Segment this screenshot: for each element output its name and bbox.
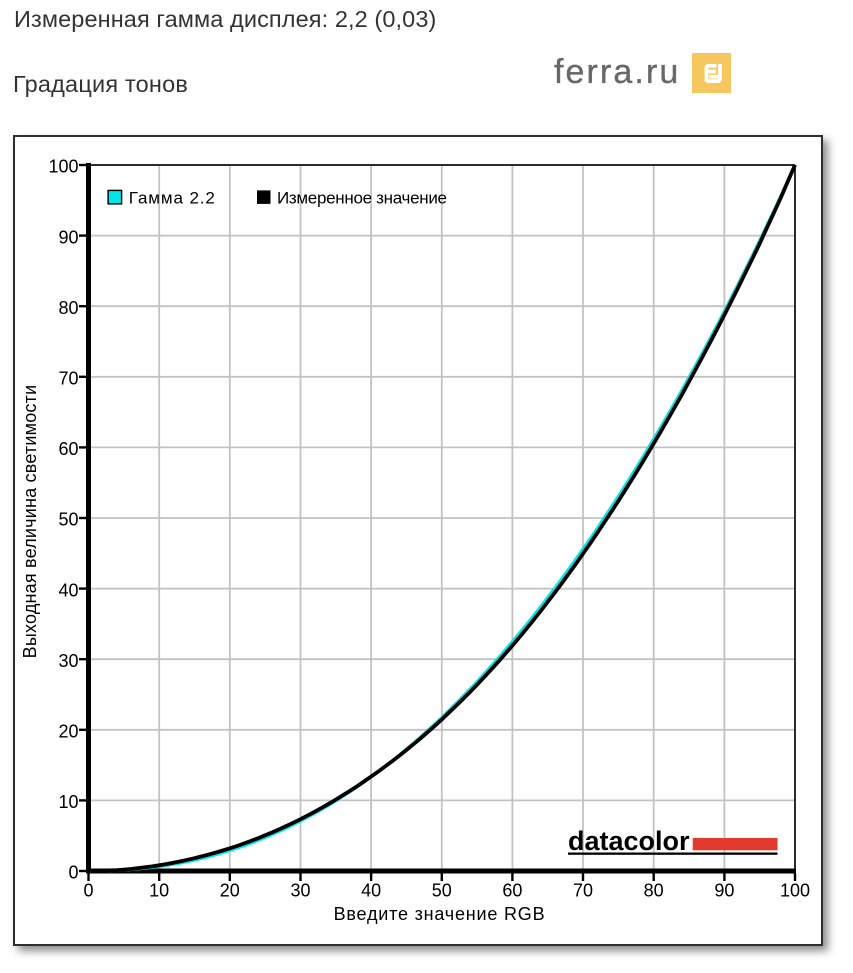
svg-text:30: 30	[58, 651, 78, 671]
svg-text:60: 60	[58, 439, 78, 459]
svg-text:50: 50	[58, 510, 78, 530]
svg-text:10: 10	[149, 881, 169, 901]
svg-text:60: 60	[502, 881, 522, 901]
svg-text:70: 70	[573, 881, 593, 901]
svg-text:Гамма 2.2: Гамма 2.2	[129, 189, 216, 208]
svg-text:Измеренное значение: Измеренное значение	[277, 189, 447, 208]
svg-text:40: 40	[58, 580, 78, 600]
svg-text:0: 0	[83, 881, 93, 901]
svg-text:80: 80	[644, 881, 664, 901]
svg-text:70: 70	[58, 369, 78, 389]
svg-text:20: 20	[220, 881, 240, 901]
svg-text:40: 40	[361, 881, 381, 901]
svg-text:90: 90	[714, 881, 734, 901]
svg-text:0: 0	[68, 863, 78, 883]
svg-text:datacolor: datacolor	[568, 826, 690, 856]
svg-text:10: 10	[58, 792, 78, 812]
svg-text:90: 90	[58, 227, 78, 247]
svg-text:100: 100	[48, 157, 78, 177]
svg-text:50: 50	[432, 881, 452, 901]
svg-text:80: 80	[58, 298, 78, 318]
svg-text:30: 30	[290, 881, 310, 901]
svg-text:20: 20	[58, 722, 78, 742]
svg-text:Выходная величина светимости: Выходная величина светимости	[20, 385, 40, 659]
svg-text:100: 100	[780, 881, 810, 901]
svg-text:Введите значение RGB: Введите значение RGB	[334, 904, 546, 924]
